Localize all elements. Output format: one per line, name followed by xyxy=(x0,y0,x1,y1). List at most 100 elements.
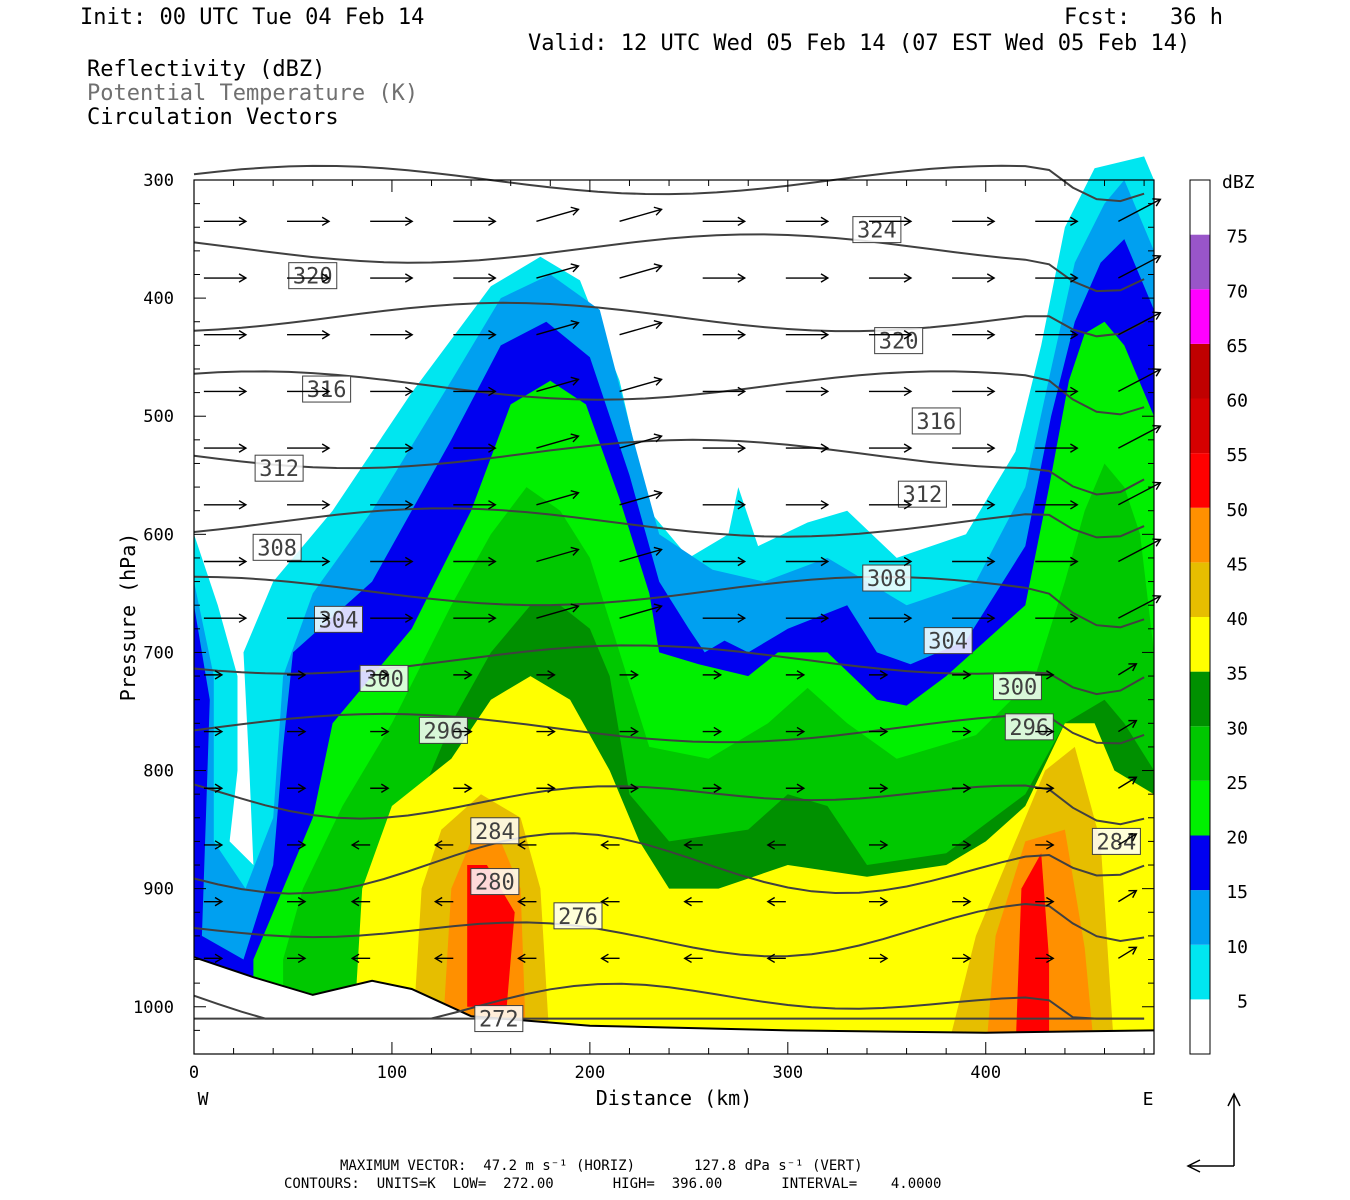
y-tick-label: 1000 xyxy=(133,998,174,1018)
svg-text:296: 296 xyxy=(1009,716,1049,741)
theta-label-15: 296 xyxy=(1004,713,1054,741)
vector-arrow-icon xyxy=(203,500,248,510)
colorbar-level-label: 20 xyxy=(1226,828,1248,849)
vector-arrow-icon xyxy=(287,840,307,850)
theta-label-8: 308 xyxy=(252,533,302,561)
vector-arrow-icon xyxy=(453,443,497,453)
y-tick-label: 900 xyxy=(143,880,174,900)
colorbar-swatch xyxy=(1190,562,1210,617)
theta-label-16: 284 xyxy=(470,817,520,845)
colorbar-level-label: 60 xyxy=(1226,391,1248,412)
vector-arrow-icon xyxy=(1118,663,1138,676)
vector-arrow-icon xyxy=(203,613,248,623)
theta-label-5: 316 xyxy=(911,407,961,435)
vector-arrow-icon xyxy=(1118,481,1162,506)
vector-arrow-icon xyxy=(952,783,972,793)
vector-arrow-icon xyxy=(952,896,972,907)
vector-arrow-icon xyxy=(203,556,248,567)
vector-arrow-icon xyxy=(868,896,889,907)
init-time: Init: 00 UTC Tue 04 Feb 14 xyxy=(80,5,425,30)
theta-contour-line-6 xyxy=(193,507,1145,539)
forecast-hour: Fcst: 36 h xyxy=(1064,5,1223,30)
y-tick-label: 500 xyxy=(143,407,174,427)
vector-arrow-icon xyxy=(203,443,248,453)
vector-arrow-icon xyxy=(453,386,497,397)
colorbar-level-label: 70 xyxy=(1226,281,1248,302)
theta-contour-line-9 xyxy=(193,712,1145,745)
colorbar-unit: dBZ xyxy=(1222,172,1255,193)
vector-arrow-icon xyxy=(203,726,224,737)
vector-arrow-icon xyxy=(370,443,414,453)
vector-arrow-icon xyxy=(287,613,331,623)
vector-arrow-icon xyxy=(868,500,913,510)
field-reflectivity: Reflectivity (dBZ) xyxy=(87,57,326,82)
vector-arrow-icon xyxy=(952,840,972,850)
vector-arrow-icon xyxy=(536,319,580,336)
vector-arrow-icon xyxy=(868,783,889,793)
theta-label-6: 312 xyxy=(254,454,304,482)
vector-arrow-icon xyxy=(453,216,497,227)
vector-arrow-icon xyxy=(785,726,806,737)
vector-arrow-icon xyxy=(203,953,224,964)
colorbar-level-label: 45 xyxy=(1226,554,1248,575)
colorbar: 5 10 15 20 25 30 35 40 45 50 55 60 65 70 75 xyxy=(1189,179,1248,1055)
vector-arrow-icon xyxy=(1118,311,1162,336)
vector-arrow-icon xyxy=(702,273,747,283)
vector-arrow-icon xyxy=(453,783,473,793)
vector-arrow-icon xyxy=(702,443,747,453)
vector-arrow-icon xyxy=(600,896,620,907)
vector-arrow-icon xyxy=(453,500,497,510)
x-axis-label: Distance (km) xyxy=(596,1086,753,1110)
vector-arrow-icon xyxy=(370,216,414,227)
vector-arrow-icon xyxy=(952,953,972,964)
vector-arrow-icon xyxy=(453,670,473,680)
vector-arrow-icon xyxy=(1118,889,1138,903)
vector-arrow-icon xyxy=(600,840,620,850)
vector-arrow-icon xyxy=(370,783,390,793)
vector-arrow-icon xyxy=(287,443,331,453)
colorbar-swatch xyxy=(1190,398,1210,454)
svg-text:304: 304 xyxy=(928,630,968,655)
theta-label-9: 308 xyxy=(862,564,912,592)
theta-contour-line-3 xyxy=(193,301,1145,338)
colorbar-frame xyxy=(1189,179,1211,1055)
vector-arrow-icon xyxy=(536,433,580,449)
vector-arrow-icon xyxy=(1118,719,1138,733)
y-tick-label: 300 xyxy=(143,171,174,191)
vector-arrow-icon xyxy=(868,613,913,623)
vector-arrow-icon xyxy=(1118,946,1138,959)
vector-arrow-icon xyxy=(952,670,972,680)
theta-contour-line-4 xyxy=(193,370,1145,416)
vector-arrow-icon xyxy=(1035,556,1079,567)
vector-arrow-icon xyxy=(350,953,371,964)
vector-arrow-icon xyxy=(287,329,331,340)
vector-arrow-icon xyxy=(619,263,663,279)
vector-arrow-icon xyxy=(536,490,580,506)
svg-text:324: 324 xyxy=(857,219,897,244)
colorbar-level-label: 50 xyxy=(1226,500,1248,521)
colorbar-level-label: 5 xyxy=(1237,991,1248,1012)
colorbar-swatch xyxy=(1190,617,1210,672)
vector-arrow-icon xyxy=(702,556,747,567)
vector-arrow-icon xyxy=(453,726,473,737)
vector-arrow-icon xyxy=(868,726,889,737)
vector-arrow-icon xyxy=(370,726,390,737)
theta-label-2: 320 xyxy=(288,262,338,290)
y-tick-label: 400 xyxy=(143,289,174,309)
x-end-label-west: W xyxy=(198,1089,209,1110)
y-tick-label: 700 xyxy=(143,643,174,663)
vector-arrow-icon xyxy=(702,613,747,623)
vector-arrow-icon xyxy=(1035,896,1055,907)
vector-arrow-icon xyxy=(952,613,996,623)
colorbar-swatch xyxy=(1190,234,1210,290)
vector-arrow-icon xyxy=(619,546,663,563)
vector-arrow-icon xyxy=(868,443,913,453)
vector-arrow-icon xyxy=(287,783,307,793)
vector-arrow-icon xyxy=(952,500,996,510)
svg-text:300: 300 xyxy=(364,667,404,692)
y-tick-label: 600 xyxy=(143,525,174,545)
vector-arrow-icon xyxy=(702,500,747,510)
svg-text:308: 308 xyxy=(257,536,297,561)
vector-arrow-icon xyxy=(952,726,972,737)
vector-arrow-icon xyxy=(1035,500,1079,510)
